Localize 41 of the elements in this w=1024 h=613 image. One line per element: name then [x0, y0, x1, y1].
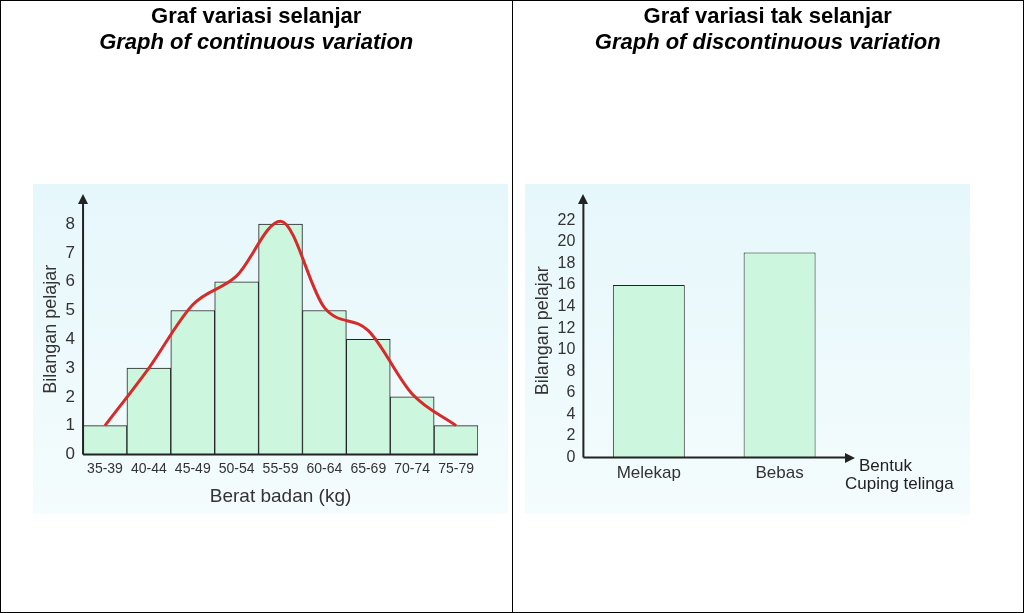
- y-tick-label: 8: [65, 213, 76, 233]
- y-tick-label: 4: [65, 328, 76, 348]
- x-tick-label: 70-74: [394, 459, 431, 476]
- x-tick-label: 65-69: [350, 459, 387, 476]
- x-axis-title: Berat badan (kg): [209, 484, 352, 506]
- x-tick-label: 55-59: [262, 459, 299, 476]
- y-tick-label: 2: [65, 386, 76, 406]
- y-tick-label: 10: [557, 340, 575, 358]
- y-tick-label: 22: [557, 210, 575, 228]
- chart-subtitle: Graph of continuous variation: [98, 29, 415, 55]
- x-tick-label: 60-64: [306, 459, 343, 476]
- y-axis-title: Bilangan pelajar: [531, 266, 552, 396]
- y-tick-label: 18: [557, 253, 575, 271]
- y-tick-label: 20: [557, 232, 575, 250]
- line-series: [103, 219, 458, 428]
- y-tick-label: 0: [565, 448, 575, 466]
- y-tick-label: 14: [557, 296, 575, 314]
- y-tick-label: 16: [557, 275, 575, 293]
- x-axis-title: Bentuk Cuping telinga: [844, 455, 954, 493]
- x-tick-label: 35-39: [87, 459, 124, 476]
- y-tick-label: 8: [565, 361, 575, 379]
- x-tick-label: Melekap: [616, 463, 681, 483]
- y-tick-label: 1: [65, 415, 76, 435]
- y-axis-title: Bilangan pelajar: [39, 264, 60, 394]
- y-tick-label: 2: [565, 426, 575, 444]
- y-tick-label: 12: [557, 318, 575, 336]
- y-tick-label: 7: [65, 242, 76, 262]
- y-tick-label: 5: [65, 300, 76, 320]
- y-tick-label: 3: [65, 357, 76, 377]
- y-tick-label: 4: [565, 404, 575, 422]
- x-tick-label: 50-54: [218, 459, 255, 476]
- chart-subtitle: Graph of discontinuous variation: [593, 29, 942, 55]
- x-tick-label: 40-44: [130, 459, 167, 476]
- y-tick-label: 6: [565, 383, 575, 401]
- y-tick-label: 6: [65, 271, 76, 291]
- chart-title: Graf variasi selanjar: [150, 3, 363, 29]
- y-tick-label: 0: [65, 444, 76, 464]
- x-tick-label: 45-49: [174, 459, 211, 476]
- x-tick-label: 75-79: [438, 459, 475, 476]
- chart-title: Graf variasi tak selanjar: [642, 3, 893, 29]
- x-tick-label: Bebas: [755, 463, 804, 483]
